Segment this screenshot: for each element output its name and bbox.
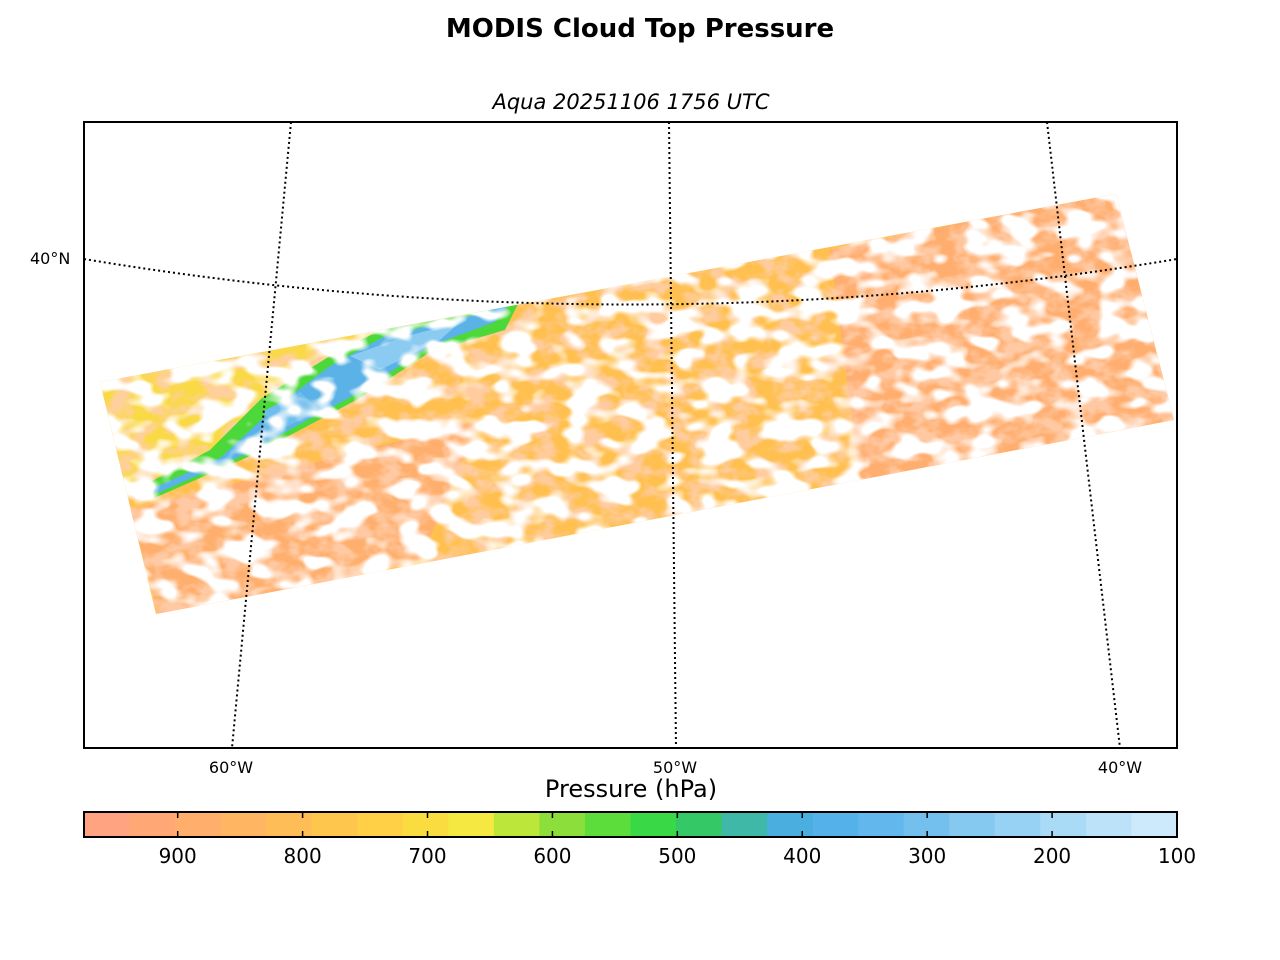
colorbar-segment (84, 812, 131, 837)
colorbar-tick-label: 300 (908, 844, 947, 868)
meridian-40w (1046, 122, 1121, 748)
colorbar-tick-label: 500 (658, 844, 697, 868)
colorbar-segment (1040, 812, 1087, 837)
colorbar-segment (357, 812, 404, 837)
colorbar-segment (1085, 812, 1133, 837)
colorbar-segment (1131, 812, 1178, 837)
colorbar-tick-label: 900 (158, 844, 197, 868)
lon-label-50w: 50°W (652, 758, 698, 777)
colorbar-segment (630, 812, 677, 837)
colorbar-tick-label: 200 (1032, 844, 1072, 868)
colorbar-segment (402, 812, 449, 837)
colorbar-frame (83, 811, 1178, 838)
colorbar-tick-label: 700 (408, 844, 447, 868)
colorbar-segment (812, 812, 859, 837)
colorbar-segment (676, 812, 723, 837)
colorbar-segment (129, 812, 176, 837)
colorbar-segment (311, 812, 358, 837)
parallel-40n (84, 258, 1177, 306)
colorbar-segment (584, 812, 632, 837)
meridian-50w (668, 122, 677, 748)
colorbar-segment (767, 812, 814, 837)
colorbar-tick-label: 400 (783, 844, 822, 868)
chart-title: MODIS Cloud Top Pressure (445, 14, 835, 44)
lon-label-60w: 60°W (208, 758, 254, 777)
cloud-swath (100, 194, 1174, 614)
lat-label-40n: 40°N (30, 249, 71, 268)
colorbar-segment (493, 812, 541, 837)
chart-subtitle: Aqua 20251106 1756 UTC (492, 90, 770, 114)
colorbar-tick-label: 600 (533, 844, 572, 868)
colorbar-segment (220, 812, 267, 837)
map-frame (83, 121, 1178, 749)
colorbar-segment (721, 812, 768, 837)
colorbar-segment (448, 812, 495, 837)
lon-label-40w: 40°W (1097, 758, 1143, 777)
colorbar (84, 812, 1178, 837)
colorbar-tick-label: 800 (283, 844, 322, 868)
colorbar-segment (266, 812, 313, 837)
colorbar-segment (858, 812, 905, 837)
colorbar-label: Pressure (hPa) (544, 775, 718, 803)
colorbar-segment (949, 812, 996, 837)
colorbar-segment (175, 812, 222, 837)
colorbar-segment (994, 812, 1041, 837)
colorbar-segment (539, 812, 586, 837)
colorbar-tick-label: 100 (1157, 844, 1197, 868)
